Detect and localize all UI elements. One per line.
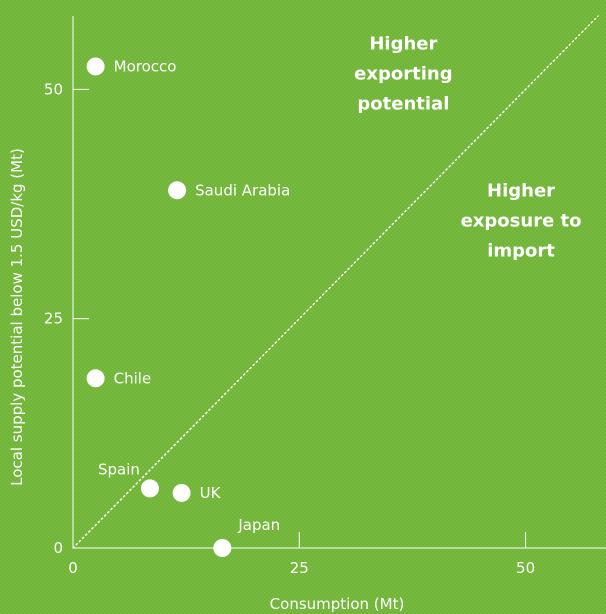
y-axis-title: Local supply potential below 1.5 USD/kg … bbox=[8, 148, 26, 486]
data-point bbox=[168, 181, 187, 200]
region-label-line: exporting bbox=[354, 64, 452, 85]
data-point bbox=[172, 483, 191, 502]
reference-line-group bbox=[72, 15, 599, 549]
data-point-label: Spain bbox=[98, 460, 140, 478]
x-tick-label: 50 bbox=[516, 559, 535, 577]
y-tick-label: 25 bbox=[44, 310, 63, 328]
x-tick-label: 25 bbox=[290, 559, 309, 577]
data-point-label: Saudi Arabia bbox=[195, 181, 290, 199]
region-label-line: exposure to bbox=[461, 210, 582, 231]
data-point bbox=[213, 539, 232, 557]
data-points: Morocco Saudi Arabia Chile Spain UK Japan bbox=[86, 57, 290, 557]
data-point-label: Morocco bbox=[114, 57, 177, 75]
region-label-line: Higher bbox=[487, 180, 555, 201]
reference-line bbox=[72, 15, 599, 549]
x-tick-label: 0 bbox=[68, 559, 78, 577]
y-tick-label: 0 bbox=[53, 539, 63, 557]
data-point-label: Chile bbox=[114, 369, 152, 387]
x-axis-title: Consumption (Mt) bbox=[270, 595, 405, 613]
region-label-line: Higher bbox=[369, 34, 437, 55]
data-point-label: UK bbox=[200, 484, 222, 502]
region-labels: Higher exporting potential Higher exposure t… bbox=[354, 34, 581, 262]
data-point bbox=[140, 479, 159, 498]
data-point bbox=[86, 57, 105, 76]
y-tick-label: 50 bbox=[44, 80, 63, 98]
data-point-label: Japan bbox=[237, 516, 280, 534]
axes: 0 25 50 0 25 50 bbox=[44, 16, 606, 577]
data-point bbox=[86, 369, 105, 388]
region-label-line: import bbox=[487, 240, 555, 261]
region-label-line: potential bbox=[357, 94, 449, 115]
